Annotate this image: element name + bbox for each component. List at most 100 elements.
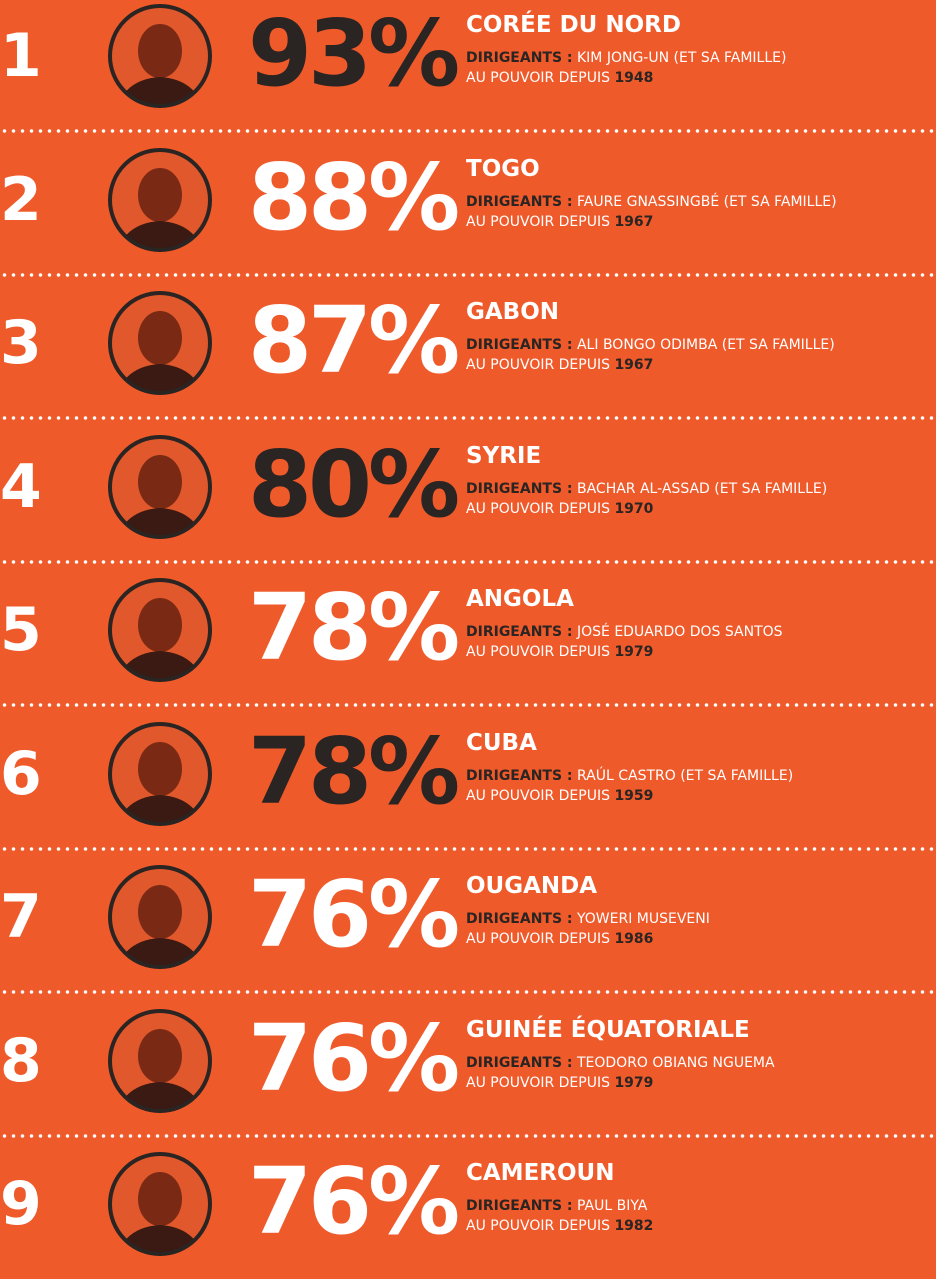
since-year: 1967 — [614, 214, 653, 230]
leader-label: DIRIGEANTS : — [466, 337, 573, 353]
leader-line: DIRIGEANTS : RAÚL CASTRO (ET SA FAMILLE) — [466, 768, 793, 784]
country-name: ANGOLA — [466, 586, 574, 612]
country-name: GUINÉE ÉQUATORIALE — [466, 1017, 750, 1043]
portrait — [105, 288, 215, 402]
percentage: 87% — [248, 295, 456, 387]
ranking-row: 5 78% ANGOLA DIRIGEANTS : JOSÉ EDUARDO DOS … — [0, 562, 936, 705]
since-label: AU POUVOIR DEPUIS — [466, 1075, 610, 1091]
since-line: AU POUVOIR DEPUIS 1967 — [466, 214, 653, 230]
leader-line: DIRIGEANTS : PAUL BIYA — [466, 1198, 647, 1214]
leader-name: JOSÉ EDUARDO DOS SANTOS — [577, 624, 783, 640]
leader-label: DIRIGEANTS : — [466, 1055, 573, 1071]
percentage: 78% — [248, 582, 456, 674]
leader-line: DIRIGEANTS : JOSÉ EDUARDO DOS SANTOS — [466, 624, 783, 640]
since-line: AU POUVOIR DEPUIS 1970 — [466, 501, 653, 517]
leader-name: BACHAR AL-ASSAD (ET SA FAMILLE) — [577, 481, 827, 497]
leader-label: DIRIGEANTS : — [466, 481, 573, 497]
leader-line: DIRIGEANTS : YOWERI MUSEVENI — [466, 911, 710, 927]
portrait-icon — [105, 1, 215, 111]
since-line: AU POUVOIR DEPUIS 1986 — [466, 931, 653, 947]
ranking-row: 4 80% SYRIE DIRIGEANTS : BACHAR AL-ASSAD (E… — [0, 419, 936, 562]
since-year: 1970 — [614, 501, 653, 517]
since-year: 1979 — [614, 1075, 653, 1091]
rank: 1 — [0, 26, 40, 86]
since-label: AU POUVOIR DEPUIS — [466, 70, 610, 86]
leader-line: DIRIGEANTS : ALI BONGO ODIMBA (ET SA FAM… — [466, 337, 835, 353]
portrait — [105, 1, 215, 115]
portrait-icon — [105, 1006, 215, 1116]
leader-name: FAURE GNASSINGBÉ (ET SA FAMILLE) — [577, 194, 837, 210]
portrait-icon — [105, 288, 215, 398]
percentage: 76% — [248, 1156, 456, 1248]
since-year: 1959 — [614, 788, 653, 804]
since-year: 1967 — [614, 357, 653, 373]
since-year: 1979 — [614, 644, 653, 660]
rank: 7 — [0, 887, 40, 947]
country-name: OUGANDA — [466, 873, 597, 899]
since-line: AU POUVOIR DEPUIS 1982 — [466, 1218, 653, 1234]
leader-line: DIRIGEANTS : TEODORO OBIANG NGUEMA — [466, 1055, 775, 1071]
portrait — [105, 145, 215, 259]
since-label: AU POUVOIR DEPUIS — [466, 1218, 610, 1234]
rank: 3 — [0, 313, 40, 373]
since-line: AU POUVOIR DEPUIS 1959 — [466, 788, 653, 804]
since-line: AU POUVOIR DEPUIS 1967 — [466, 357, 653, 373]
rank: 5 — [0, 600, 40, 660]
ranking-row: 678%CUBADIRIGEANTS : RAÚL CASTRO (ET SA … — [0, 706, 936, 849]
leader-line: DIRIGEANTS : FAURE GNASSINGBÉ (ET SA FAM… — [466, 194, 837, 210]
leader-name: ALI BONGO ODIMBA (ET SA FAMILLE) — [577, 337, 835, 353]
leader-name: PAUL BIYA — [577, 1198, 647, 1214]
percentage: 80% — [248, 439, 456, 531]
leader-label: DIRIGEANTS : — [466, 50, 573, 66]
portrait-icon — [105, 145, 215, 255]
portrait-icon — [105, 432, 215, 542]
since-label: AU POUVOIR DEPUIS — [466, 931, 610, 947]
page: 193%CORÉE DU NORDDIRIGEANTS : KIM JONG-U… — [0, 0, 936, 1265]
rank: 4 — [0, 457, 40, 517]
rank: 2 — [0, 170, 40, 230]
percentage: 76% — [248, 1013, 456, 1105]
leader-label: DIRIGEANTS : — [466, 911, 573, 927]
ranking-row: 9 76% CAMEROUN DIRIGEANTS : PAUL BIYA AU POU… — [0, 1136, 936, 1279]
leader-name: RAÚL CASTRO (ET SA FAMILLE) — [577, 768, 793, 784]
since-line: AU POUVOIR DEPUIS 1979 — [466, 1075, 653, 1091]
since-label: AU POUVOIR DEPUIS — [466, 501, 610, 517]
portrait — [105, 1149, 215, 1263]
leader-label: DIRIGEANTS : — [466, 194, 573, 210]
portrait — [105, 432, 215, 546]
leader-label: DIRIGEANTS : — [466, 1198, 573, 1214]
leader-line: DIRIGEANTS : KIM JONG-UN (ET SA FAMILLE) — [466, 50, 786, 66]
since-label: AU POUVOIR DEPUIS — [466, 644, 610, 660]
portrait-icon — [105, 719, 215, 829]
rank: 6 — [0, 744, 40, 804]
since-line: AU POUVOIR DEPUIS 1979 — [466, 644, 653, 660]
ranking-row: 2 88% TOGO DIRIGEANTS : FAURE GNASSINGBÉ (E… — [0, 132, 936, 275]
portrait — [105, 862, 215, 976]
leader-name: YOWERI MUSEVENI — [577, 911, 710, 927]
since-line: AU POUVOIR DEPUIS 1948 — [466, 70, 653, 86]
country-name: TOGO — [466, 156, 540, 182]
leader-name: KIM JONG-UN (ET SA FAMILLE) — [577, 50, 786, 66]
since-year: 1982 — [614, 1218, 653, 1234]
percentage: 88% — [248, 152, 456, 244]
leader-line: DIRIGEANTS : BACHAR AL-ASSAD (ET SA FAMI… — [466, 481, 827, 497]
since-year: 1986 — [614, 931, 653, 947]
rank: 9 — [0, 1174, 40, 1234]
leader-label: DIRIGEANTS : — [466, 768, 573, 784]
portrait — [105, 575, 215, 689]
country-name: SYRIE — [466, 443, 541, 469]
since-year: 1948 — [614, 70, 653, 86]
percentage: 78% — [248, 726, 456, 818]
country-name: CAMEROUN — [466, 1160, 614, 1186]
since-label: AU POUVOIR DEPUIS — [466, 357, 610, 373]
portrait — [105, 1006, 215, 1120]
ranking-row: 3 87% GABON DIRIGEANTS : ALI BONGO ODIMBA (… — [0, 275, 936, 418]
leader-name: TEODORO OBIANG NGUEMA — [577, 1055, 775, 1071]
since-label: AU POUVOIR DEPUIS — [466, 788, 610, 804]
portrait-icon — [105, 575, 215, 685]
country-name: GABON — [466, 299, 559, 325]
portrait-icon — [105, 862, 215, 972]
